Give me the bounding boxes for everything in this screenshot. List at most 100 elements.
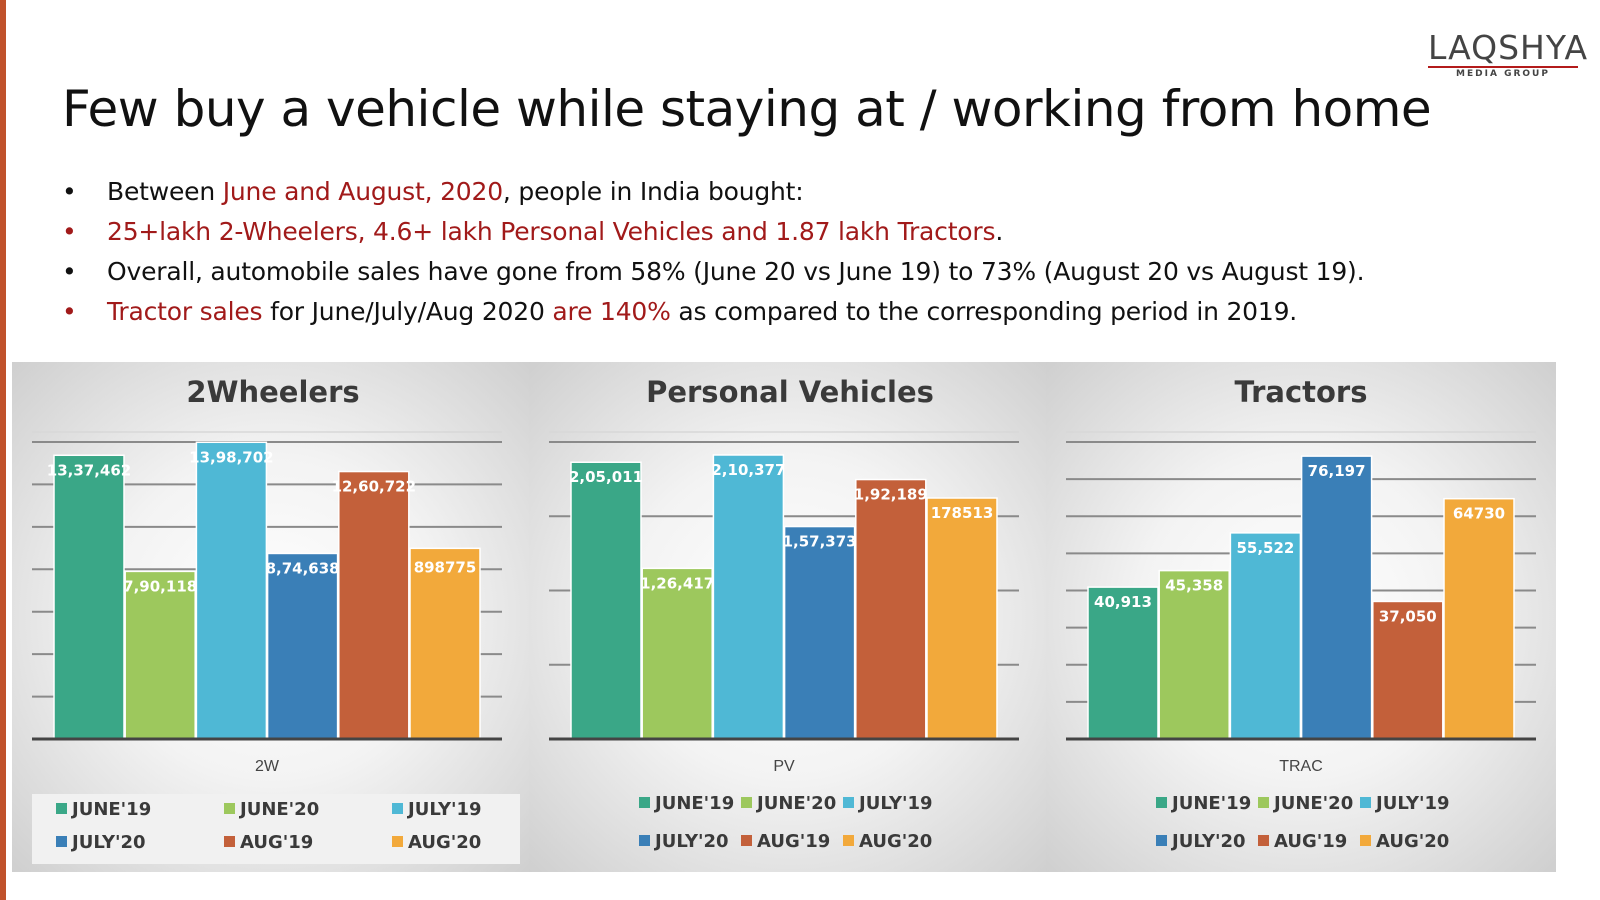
legend-swatch [1258,835,1269,846]
legend-swatch [1156,797,1167,808]
logo-name: LAQSHYA [1428,28,1589,67]
legend-label: AUG'20 [859,831,932,852]
legend-label: JUNE'19 [1170,793,1251,814]
data-label: 37,050 [1379,607,1437,625]
legend-swatch [639,797,650,808]
chart-title: 2Wheelers [186,375,359,409]
bullet-text: Overall, automobile sales have gone from… [107,257,1365,286]
legend-label: AUG'19 [1274,831,1347,852]
chart-2wheelers: 2Wheelers 13,37,462 7,90,118 13,98,702 8,74,… [32,375,520,864]
slide-title: Few buy a vehicle while staying at / wor… [62,80,1432,138]
data-label: 7,90,118 [123,577,197,595]
legend-label: AUG'20 [1376,831,1449,852]
legend-swatch [741,835,752,846]
legend-swatch [392,803,403,814]
bullet-item: • Between June and August, 2020, people i… [62,172,1364,212]
bar [1158,569,1230,740]
bar [1229,532,1302,740]
legend-label: AUG'19 [757,831,830,852]
bullet-text: June and August, 2020 [222,177,503,206]
bullet-dot: • [62,297,77,326]
bullet-list: • Between June and August, 2020, people i… [62,172,1365,332]
legend-label: JUNE'20 [1272,793,1353,814]
legend-swatch [56,836,67,847]
chart-panel-2wheelers: 2Wheelers 13,37,462 7,90,118 13,98,702 8,74,… [12,362,534,872]
accent-bar [0,0,6,900]
bullet-item: • Overall, automobile sales have gone fro… [62,252,1365,292]
legend-label: JULY'20 [1170,831,1246,852]
bar [712,454,785,740]
data-label: 2,05,011 [569,468,643,486]
legend-swatch [1360,835,1371,846]
bullet-text: . [995,217,1004,246]
legend-swatch [224,803,235,814]
bar [1087,586,1159,740]
chart-title: Tractors [1234,375,1367,409]
legend-swatch [843,835,854,846]
legend-swatch [1156,835,1167,846]
legend-swatch [392,836,403,847]
data-label: 1,92,189 [854,486,928,504]
legend: JUNE'19 JUNE'20 JULY'19 JULY'20 AUG'19 AUG'20 [1156,793,1450,852]
legend-label: JUNE'20 [238,799,319,820]
bar [266,552,339,740]
legend-swatch [741,797,752,808]
bullet-text: for June/July/Aug 2020 [262,297,553,326]
chart-panel-tractors: Tractors 40,913 45,358 55,522 76,197 37,050 64… [1046,362,1556,872]
bullet-dot: • [62,257,77,286]
chart-panel-personal-vehicles: Personal Vehicles 2,05,011 1,26,417 2,10,37… [529,362,1051,872]
legend-label: JULY'19 [857,793,933,814]
x-axis-label: TRAC [1279,758,1323,775]
legend-label: JULY'20 [653,831,729,852]
bullet-dot: • [62,217,77,246]
bar [409,547,481,740]
data-label: 12,60,722 [332,478,416,496]
bar [53,454,125,740]
data-label: 13,37,462 [47,461,131,479]
legend: JUNE'19 JUNE'20 JULY'19 JULY'20 AUG'19 AUG'20 [32,794,520,864]
legend: JUNE'19 JUNE'20 JULY'19 JULY'20 AUG'19 AUG'20 [639,793,933,852]
chart-title: Personal Vehicles [646,375,934,409]
legend-label: JULY'19 [406,799,482,820]
bar [1443,497,1515,740]
chart-personal-vehicles: Personal Vehicles 2,05,011 1,26,417 2,10,37… [549,375,1019,852]
bar [570,461,642,740]
bar [783,525,856,740]
bullet-text: Between [107,177,223,206]
data-label: 8,74,638 [266,559,340,577]
data-label: 898775 [414,558,477,576]
bullet-text: , people in India bought: [502,177,804,206]
data-label: 45,358 [1165,577,1223,595]
data-label: 178513 [931,504,994,522]
bullet-text: are 140% [552,297,671,326]
data-label: 55,522 [1236,539,1294,557]
data-label: 1,26,417 [640,574,714,592]
data-label: 64730 [1453,505,1505,523]
bullet-text: Tractor sales [107,297,263,326]
legend-label: JULY'20 [70,832,146,853]
bar [338,470,410,740]
legend-label: JUNE'20 [755,793,836,814]
data-label: 1,57,373 [783,533,857,551]
bar [1300,455,1373,740]
logo-underline [1428,66,1578,68]
x-axis-label: PV [773,758,795,775]
legend-label: JUNE'19 [653,793,734,814]
legend-label: AUG'20 [408,832,481,853]
bullet-item: • 25+lakh 2-Wheelers, 4.6+ lakh Personal … [62,212,1364,252]
logo-tagline: MEDIA GROUP [1456,69,1550,79]
x-axis-label: 2W [255,758,280,775]
bullet-text: 25+lakh 2-Wheelers, 4.6+ lakh Personal V… [107,217,996,246]
data-label: 76,197 [1308,462,1366,480]
legend-swatch [1258,797,1269,808]
chart-tractors: Tractors 40,913 45,358 55,522 76,197 37,050 64… [1066,375,1536,852]
data-label: 13,98,702 [189,448,273,466]
bar [124,570,196,740]
legend-background [32,794,520,864]
company-logo: LAQSHYA MEDIA GROUP [1428,28,1589,79]
legend-label: AUG'19 [240,832,313,853]
bar [641,567,713,740]
legend-swatch [639,835,650,846]
bar [1372,600,1444,740]
legend-swatch [56,803,67,814]
